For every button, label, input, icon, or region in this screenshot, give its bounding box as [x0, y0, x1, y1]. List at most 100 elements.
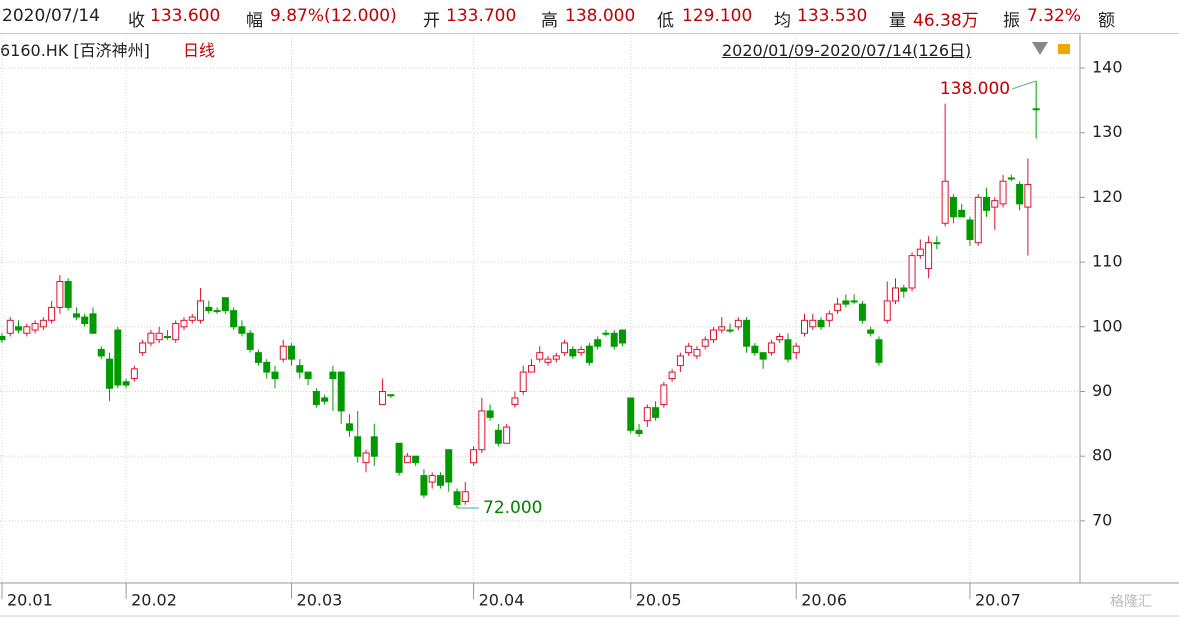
candle-body — [925, 242, 933, 270]
candle-body — [354, 436, 362, 457]
candle-body — [751, 345, 759, 354]
candle-body — [759, 352, 767, 360]
y-tick-label: 100 — [1092, 316, 1123, 335]
quote-label: 高 — [541, 11, 558, 31]
candle-body — [618, 329, 626, 344]
lock-icon[interactable] — [1058, 44, 1070, 54]
candle-body — [130, 368, 138, 380]
candle-body — [809, 319, 817, 328]
candle-body — [122, 381, 130, 386]
candle-body — [461, 491, 469, 502]
candle-body — [81, 316, 89, 325]
candle-body — [246, 332, 254, 350]
candle-body — [238, 326, 246, 334]
candle-body — [933, 242, 941, 245]
candle-body — [304, 371, 312, 380]
candle-body — [949, 196, 957, 218]
candle-body — [709, 329, 717, 341]
candle-body — [519, 371, 527, 392]
candle-body — [776, 335, 784, 341]
candle-body — [792, 345, 800, 354]
x-tick-label: 20.03 — [297, 591, 343, 610]
quote-label: 均 — [774, 11, 791, 31]
candle-body — [470, 449, 478, 464]
candle-body — [114, 329, 122, 386]
dropdown-icon[interactable] — [1032, 42, 1048, 55]
candle-body — [1016, 183, 1024, 205]
candle-body — [900, 287, 908, 292]
candle-body — [197, 300, 205, 321]
candle-body — [412, 455, 420, 464]
candle-body — [1032, 108, 1040, 111]
y-tick-label: 110 — [1092, 252, 1123, 271]
candle-body — [329, 371, 337, 380]
candle-body — [230, 310, 238, 328]
x-tick-label: 20.07 — [975, 591, 1021, 610]
candle-body — [701, 339, 709, 347]
candle-body — [15, 326, 23, 331]
candle-body — [610, 332, 618, 347]
candle-body — [544, 358, 552, 363]
candle-body — [48, 306, 56, 321]
candle-body — [743, 319, 751, 347]
candle-body — [205, 306, 213, 312]
candle-body — [892, 287, 900, 302]
candle-body — [97, 348, 105, 357]
candle-body — [370, 436, 378, 457]
y-tick-label: 120 — [1092, 187, 1123, 206]
candle-body — [916, 248, 924, 257]
annotation-label: 138.000 — [940, 79, 1010, 99]
candle-body — [966, 219, 974, 240]
quote-label: 振 — [1003, 11, 1020, 31]
quote-value: 133.530 — [797, 6, 868, 26]
candle-body — [767, 342, 775, 354]
candle-body — [188, 316, 196, 321]
quote-label: 收 — [128, 11, 145, 31]
candle-body — [668, 371, 676, 380]
candle-body — [825, 313, 833, 321]
candle-body — [139, 342, 147, 354]
candle-body — [445, 449, 453, 483]
candle-body — [908, 255, 916, 289]
y-tick-label: 90 — [1092, 381, 1112, 400]
candle-body — [585, 345, 593, 363]
y-tick-label: 140 — [1092, 57, 1123, 76]
candle-body — [395, 442, 403, 473]
quote-bar: 2020/07/14 收 133.600 幅 9.87%(12.000) 开 133.70… — [0, 0, 1179, 34]
candle-body — [420, 475, 428, 496]
candle-body — [379, 390, 387, 405]
candle-body — [627, 397, 635, 431]
quote-value: 138.000 — [565, 6, 636, 26]
candle-body — [1024, 183, 1032, 208]
candle-body — [561, 342, 569, 354]
candle-body — [56, 281, 64, 308]
candle-body — [958, 209, 966, 218]
quote-label: 额 — [1098, 11, 1115, 31]
date-range[interactable]: 2020/01/09-2020/07/14(126日) — [722, 41, 972, 60]
candle-body — [726, 329, 734, 332]
candle-body — [569, 348, 577, 357]
period[interactable]: 日线 — [183, 41, 216, 60]
quote-value: 129.100 — [682, 6, 753, 26]
quote-value: 7.32% — [1027, 6, 1082, 26]
x-tick-label: 20.06 — [801, 591, 847, 610]
candle-body — [552, 355, 560, 360]
candle-body — [321, 397, 329, 402]
candle-body — [652, 407, 660, 418]
candle-body — [279, 345, 287, 360]
candle-body — [271, 371, 279, 380]
candle-body — [403, 455, 411, 464]
candle-body — [842, 300, 850, 305]
quote-value: 133.700 — [446, 6, 517, 26]
candle-body — [983, 196, 991, 211]
symbol: 6160.HK [百济神州] — [0, 41, 150, 60]
candle-body — [834, 303, 842, 312]
candle-body — [991, 200, 999, 208]
annotation-arrow — [1011, 80, 1037, 90]
x-tick-label: 20.01 — [7, 591, 53, 610]
x-tick-label: 20.05 — [636, 591, 682, 610]
candle-body — [511, 397, 519, 405]
candle-body — [64, 281, 72, 308]
date: 2020/07/14 — [2, 6, 100, 26]
